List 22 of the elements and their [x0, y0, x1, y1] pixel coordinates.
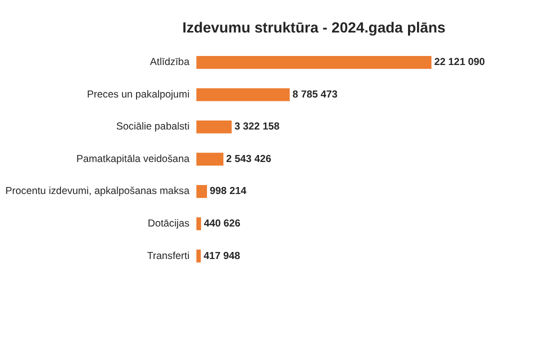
y-tick-label: Sociālie pabalsti — [116, 122, 190, 133]
bar — [196, 217, 202, 230]
data-label: 3 322 158 — [234, 122, 280, 133]
y-tick-label: Preces un pakalpojumi — [87, 89, 190, 100]
y-tick-label: Dotācijas — [148, 218, 190, 230]
data-label: 22 121 090 — [434, 57, 486, 68]
y-tick-label: Pamatkapitāla veidošana — [76, 154, 190, 165]
bar — [196, 152, 224, 166]
data-label: 2 543 426 — [226, 154, 272, 165]
bar — [196, 56, 432, 69]
data-label: 440 626 — [204, 218, 241, 230]
bar — [196, 250, 201, 262]
data-label: 998 214 — [210, 186, 247, 198]
bar — [196, 88, 290, 102]
data-label: 8 785 473 — [292, 89, 338, 100]
chart-title: Izdevumu struktūra - 2024.gada plāns — [182, 20, 446, 36]
bar — [196, 120, 232, 134]
data-label: 417 948 — [204, 250, 241, 262]
bar — [196, 185, 207, 198]
y-tick-label: Procentu izdevumi, apkalpošanas maksa — [5, 186, 190, 198]
y-tick-label: Transferti — [147, 250, 190, 262]
y-tick-label: Atlīdzība — [150, 57, 190, 68]
